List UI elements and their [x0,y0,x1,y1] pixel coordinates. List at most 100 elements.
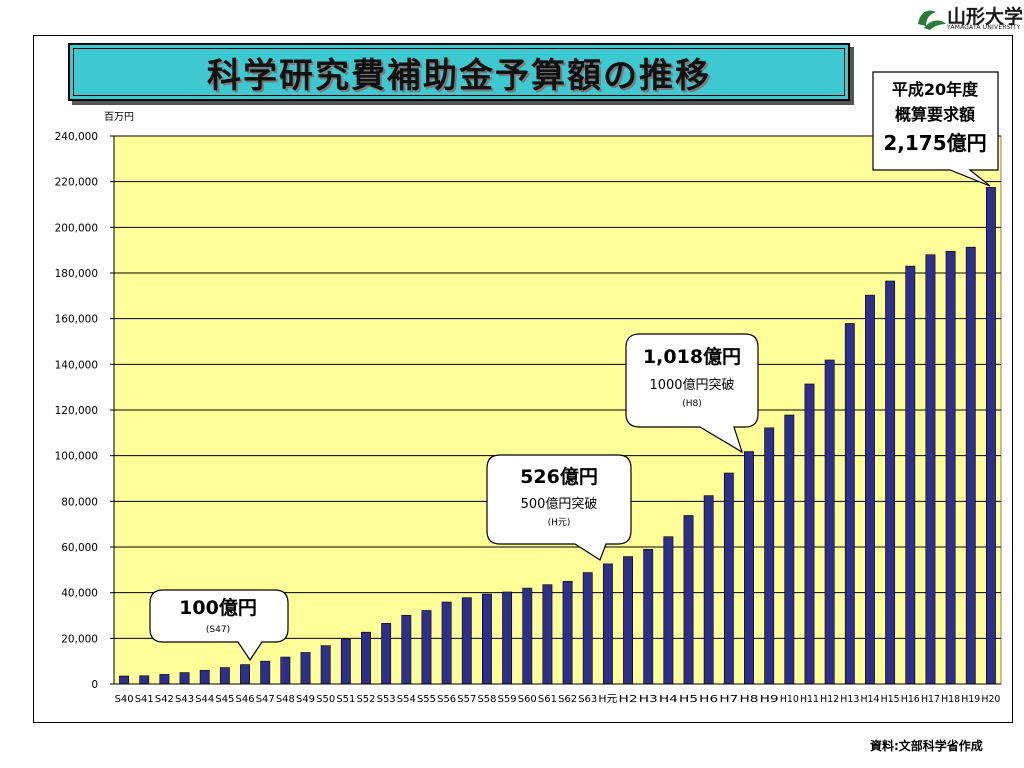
callout-h20-line2: 概算要求額 [895,105,975,124]
y-tick-label: 60,000 [61,542,98,554]
x-tick-label: S49 [296,694,315,705]
x-tick-label: H2 [619,694,638,705]
bar-S45 [219,667,230,685]
y-tick-label: 80,000 [61,496,98,508]
bar-S59 [502,591,513,685]
x-tick-label: H20 [981,694,1000,705]
bar-S41 [139,675,150,685]
bar-S49 [300,652,311,685]
bar-S50 [320,645,331,685]
x-tick-label: H5 [679,694,698,705]
x-tick-label: H4 [659,694,678,705]
callout-h20-line3: 2,175億円 [883,131,986,155]
bar-H13 [844,323,855,685]
x-tick-label: S43 [175,694,194,705]
callout-h1-line3: (H元) [548,518,571,528]
callout-h8: 1,018億円 1000億円突破 (H8) [625,333,759,454]
x-tick-label: S56 [437,694,456,705]
title-box: 科学研究費補助金予算額の推移 [68,43,850,101]
bar-H10 [784,414,795,685]
source-note: 資料:文部科学省作成 [870,739,983,753]
x-tick-label: H10 [780,694,799,705]
bar-S62 [562,580,573,685]
x-tick-label: H13 [840,694,859,705]
bar-S58 [482,593,492,685]
bar-S42 [159,674,170,685]
x-tick-label: H3 [639,694,658,705]
callout-s47-line1: 100億円 [179,596,257,619]
x-tick-label: H14 [860,694,879,705]
bar-H15 [885,280,896,685]
bar-H9 [764,427,775,685]
y-tick-label: 240,000 [55,131,98,143]
callout-h20: 平成20年度 概算要求額 2,175億円 [872,71,999,187]
x-tick-label: S55 [417,694,436,705]
x-tick-label: S58 [477,694,496,705]
x-tick-label: H17 [921,694,940,705]
y-tick-label: 140,000 [55,359,98,371]
bar-S44 [199,669,210,685]
callout-h1-line2: 500億円突破 [521,496,598,512]
callout-h1: 526億円 500億円突破 (H元) [486,454,632,561]
x-tick-label: H18 [941,694,960,705]
university-logo-icon [918,10,946,30]
x-tick-label: S60 [518,694,537,705]
bar-H14 [865,294,875,685]
y-tick-label: 0 [91,679,98,691]
y-tick-label: 220,000 [55,177,98,189]
x-tick-label: S46 [236,694,255,705]
callout-s47-line2: (S47) [206,625,230,635]
x-tick-label: S57 [457,694,476,705]
bar-H11 [804,383,815,685]
bar-H6 [703,495,714,685]
slide-frame [33,35,1013,723]
bar-S55 [421,610,432,685]
x-tick-label: S52 [356,694,375,705]
x-tick-label: H元 [598,694,617,705]
x-tick-label: H11 [800,694,819,705]
bar-S53 [381,622,392,685]
bar-S51 [340,638,351,685]
callout-s47: 100億円 (S47) [149,589,289,662]
bar-H5 [683,515,694,685]
x-tick-label: S54 [397,694,416,705]
x-tick-label: S41 [135,694,154,705]
bar-H19 [965,246,976,685]
bar-S43 [179,672,190,685]
y-tick-label: 20,000 [61,633,98,645]
y-tick-label: 120,000 [55,405,98,417]
callout-h8-line3: (H8) [682,399,702,409]
y-axis-unit-label: 百万円 [104,112,134,123]
bar-H12 [824,359,835,685]
bar-S61 [542,584,553,685]
callout-h1-line1: 526億円 [520,465,598,488]
x-tick-label: S53 [377,694,396,705]
bar-H2 [623,556,633,685]
y-tick-label: 160,000 [55,314,98,326]
bar-S56 [441,601,452,685]
logo-subtext: YAMAGATA UNIVERSITY [947,24,1021,31]
bar-H17 [925,254,936,685]
bar-H3 [643,548,654,685]
bar-H18 [945,251,956,685]
bar-H20 [985,187,996,685]
bar-H7 [723,472,734,685]
bar-S57 [461,597,472,685]
x-tick-label: S51 [336,694,355,705]
callout-h8-line1: 1,018億円 [643,345,741,368]
x-tick-label: S61 [538,694,557,705]
x-tick-label: S40 [115,694,134,705]
bar-S52 [361,631,371,685]
bar-H8 [744,451,754,685]
bar-S46 [240,664,250,685]
bar-H元 [602,563,613,685]
x-tick-label: S63 [578,694,597,705]
y-tick-label: 100,000 [55,451,98,463]
bar-S47 [260,660,271,685]
callout-h8-line2: 1000億円突破 [649,377,734,393]
x-tick-label: H6 [699,694,718,705]
x-tick-label: H8 [740,694,759,705]
y-tick-label: 40,000 [61,588,98,600]
x-tick-label: S59 [498,694,517,705]
